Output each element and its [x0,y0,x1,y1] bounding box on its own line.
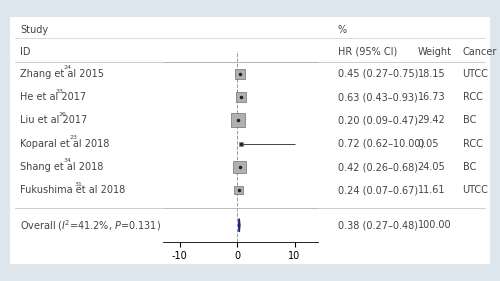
Text: 0.45 (0.27–0.75): 0.45 (0.27–0.75) [338,69,418,79]
Text: Koparal et al 2018: Koparal et al 2018 [20,139,110,149]
Text: Liu et al 2017: Liu et al 2017 [20,115,87,126]
Text: 0.20 (0.09–0.47): 0.20 (0.09–0.47) [338,115,417,126]
Text: 0.63 (0.43–0.93): 0.63 (0.43–0.93) [338,92,417,102]
Bar [234,161,245,173]
Text: Study: Study [20,24,48,35]
Bar [239,142,244,146]
Text: 24.05: 24.05 [418,162,446,172]
Text: Zhang et al 2015: Zhang et al 2015 [20,69,104,79]
Bar [234,69,245,79]
Text: 0.24 (0.07–0.67): 0.24 (0.07–0.67) [338,185,417,195]
Text: He et al 2017: He et al 2017 [20,92,86,102]
Text: UTCC: UTCC [462,69,488,79]
Text: 23: 23 [70,135,78,140]
Bar [234,186,242,194]
Text: Cancer: Cancer [462,47,497,57]
Text: 33: 33 [56,89,64,94]
Text: Overall ($\it{I}$$^{2}$=41.2%, $\it{P}$=0.131): Overall ($\it{I}$$^{2}$=41.2%, $\it{P}$=… [20,218,161,233]
Text: 26: 26 [58,112,66,117]
Text: 0.42 (0.26–0.68): 0.42 (0.26–0.68) [338,162,417,172]
Text: Shang et al 2018: Shang et al 2018 [20,162,103,172]
Text: ID: ID [20,47,30,57]
Text: 34: 34 [64,158,72,164]
Text: RCC: RCC [462,139,482,149]
Text: RCC: RCC [462,92,482,102]
Text: 18.15: 18.15 [418,69,445,79]
Text: 0.05: 0.05 [418,139,439,149]
Text: 24: 24 [64,65,72,70]
Polygon shape [238,219,240,232]
Text: 100.00: 100.00 [418,220,451,230]
Text: 29.42: 29.42 [418,115,446,126]
Text: 16.73: 16.73 [418,92,445,102]
Text: Weight: Weight [418,47,452,57]
Text: 0.38 (0.27–0.48): 0.38 (0.27–0.48) [338,220,417,230]
Text: 11.61: 11.61 [418,185,445,195]
Text: BC: BC [462,115,476,126]
Text: BC: BC [462,162,476,172]
Bar [232,114,245,128]
Text: 31: 31 [75,182,83,187]
Text: HR (95% CI): HR (95% CI) [338,47,397,57]
Text: %: % [338,24,346,35]
Bar [236,92,246,102]
Text: UTCC: UTCC [462,185,488,195]
Text: Fukushima et al 2018: Fukushima et al 2018 [20,185,125,195]
Text: 0.72 (0.62–10.00): 0.72 (0.62–10.00) [338,139,424,149]
